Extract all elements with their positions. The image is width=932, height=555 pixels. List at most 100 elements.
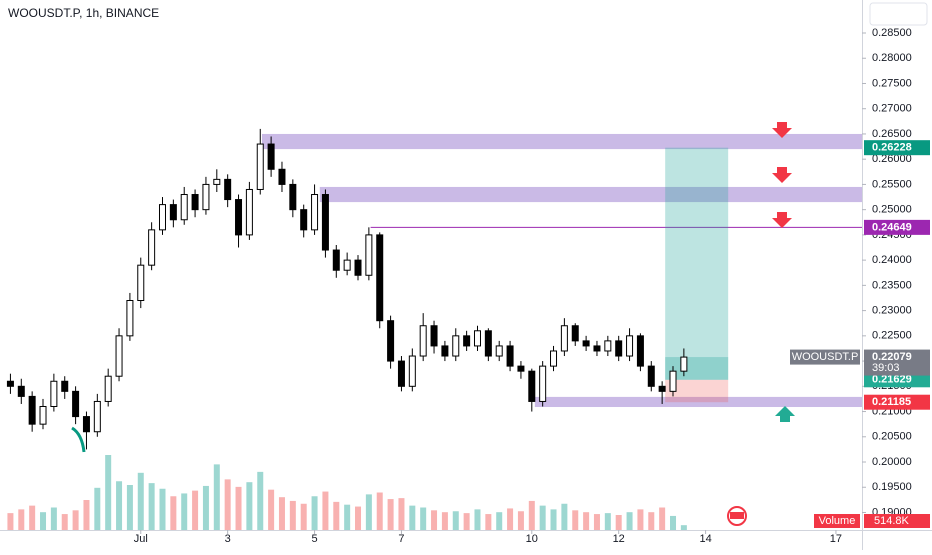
candle-body xyxy=(550,350,558,367)
candle-body xyxy=(278,168,286,185)
symbol-tag-label: WOOUSDT.P xyxy=(792,351,859,363)
volume-bar xyxy=(246,482,253,530)
candle-body xyxy=(593,345,601,352)
candle-body xyxy=(528,370,536,402)
volume-bar xyxy=(159,488,166,530)
volume-bar xyxy=(496,512,503,530)
volume-bar xyxy=(355,506,362,530)
price-tag-label: 0.22079 xyxy=(872,351,912,363)
volume-bar xyxy=(517,511,524,530)
volume-bar xyxy=(561,503,568,530)
arrow xyxy=(772,167,792,183)
price-tag-label: 0.24649 xyxy=(872,221,912,233)
volume-bar xyxy=(278,497,285,530)
candle-body xyxy=(376,234,384,322)
volume-name: Volume xyxy=(819,515,856,527)
candle-body xyxy=(408,355,416,387)
zone xyxy=(261,133,863,150)
price-tag-label: 0.26228 xyxy=(872,142,912,154)
candle-body xyxy=(72,390,80,418)
candle-body xyxy=(126,300,134,337)
volume-bar xyxy=(539,505,546,530)
candle-body xyxy=(332,249,340,271)
y-tick-label: 0.22500 xyxy=(872,330,912,342)
candle-body xyxy=(484,330,492,357)
price-axis xyxy=(862,0,932,550)
y-tick-label: 0.28500 xyxy=(872,27,912,39)
volume-bar xyxy=(333,501,340,530)
candle-body xyxy=(626,335,634,357)
volume-bar xyxy=(441,512,448,530)
volume-bar xyxy=(485,514,492,530)
candle-body xyxy=(6,380,14,387)
volume-bar xyxy=(300,503,307,530)
candle-body xyxy=(452,335,460,357)
volume-bar xyxy=(289,500,296,530)
candle-body xyxy=(582,340,590,347)
volume-bar xyxy=(224,479,231,530)
volume-bar xyxy=(213,464,220,530)
candle-body xyxy=(387,320,395,362)
price-tag xyxy=(864,394,930,410)
volume-bar xyxy=(670,515,677,530)
candle-body xyxy=(61,380,69,392)
volume-bar xyxy=(528,500,535,530)
volume-bar xyxy=(83,500,90,530)
candle-body xyxy=(636,335,644,367)
volume-bar xyxy=(61,514,68,530)
price-tag-label: 0.21185 xyxy=(872,396,911,408)
candle-body xyxy=(560,325,568,352)
candle-body xyxy=(158,204,166,231)
candle-body xyxy=(473,330,481,347)
volume-bar xyxy=(116,481,123,530)
y-tick-label: 0.23500 xyxy=(872,279,912,291)
candle-body xyxy=(430,325,438,347)
volume-bar xyxy=(583,512,590,530)
volume-bar xyxy=(550,509,557,530)
candle-body xyxy=(93,400,101,433)
volume-bar xyxy=(148,483,155,530)
volume-bar xyxy=(18,509,25,530)
x-tick-label: 5 xyxy=(311,533,317,545)
volume-bar xyxy=(29,505,36,530)
volume-bar xyxy=(126,485,133,530)
candle-body xyxy=(539,365,547,402)
volume-bar xyxy=(72,510,79,530)
price-tag xyxy=(864,219,930,235)
candle-body xyxy=(50,380,58,407)
candle-body xyxy=(647,365,655,387)
volume-bar xyxy=(40,512,47,530)
candle-body xyxy=(180,194,188,221)
volume-bar xyxy=(257,471,264,530)
volume-bar xyxy=(604,513,611,530)
candle-body xyxy=(289,183,297,211)
volume-bar xyxy=(192,490,199,530)
candle-body xyxy=(17,385,25,397)
candle-body xyxy=(669,370,677,392)
candle-body xyxy=(245,188,253,236)
price-tag xyxy=(864,349,930,376)
x-tick-label: 3 xyxy=(225,533,231,545)
position-loss xyxy=(665,379,729,403)
candle-body xyxy=(300,209,308,231)
volume-name-tag xyxy=(814,514,860,528)
x-tick-label: Jul xyxy=(134,533,148,545)
candle-body xyxy=(604,340,612,352)
volume-tag xyxy=(864,514,930,528)
candle-body xyxy=(104,375,112,402)
volume-bar xyxy=(7,513,14,530)
volume-bar xyxy=(50,507,57,530)
volume-bar xyxy=(268,489,275,530)
candle-body xyxy=(506,345,514,367)
candle-body xyxy=(224,178,232,201)
price-tag xyxy=(864,140,930,156)
volume-bar xyxy=(322,491,329,530)
candle-body xyxy=(169,204,177,221)
y-tick-label: 0.20000 xyxy=(872,456,912,468)
price-tag xyxy=(864,372,930,388)
volume-bar xyxy=(94,487,101,530)
x-tick-label: 14 xyxy=(699,533,711,545)
y-tick-label: 0.24000 xyxy=(872,254,912,266)
candle-body xyxy=(419,325,427,357)
